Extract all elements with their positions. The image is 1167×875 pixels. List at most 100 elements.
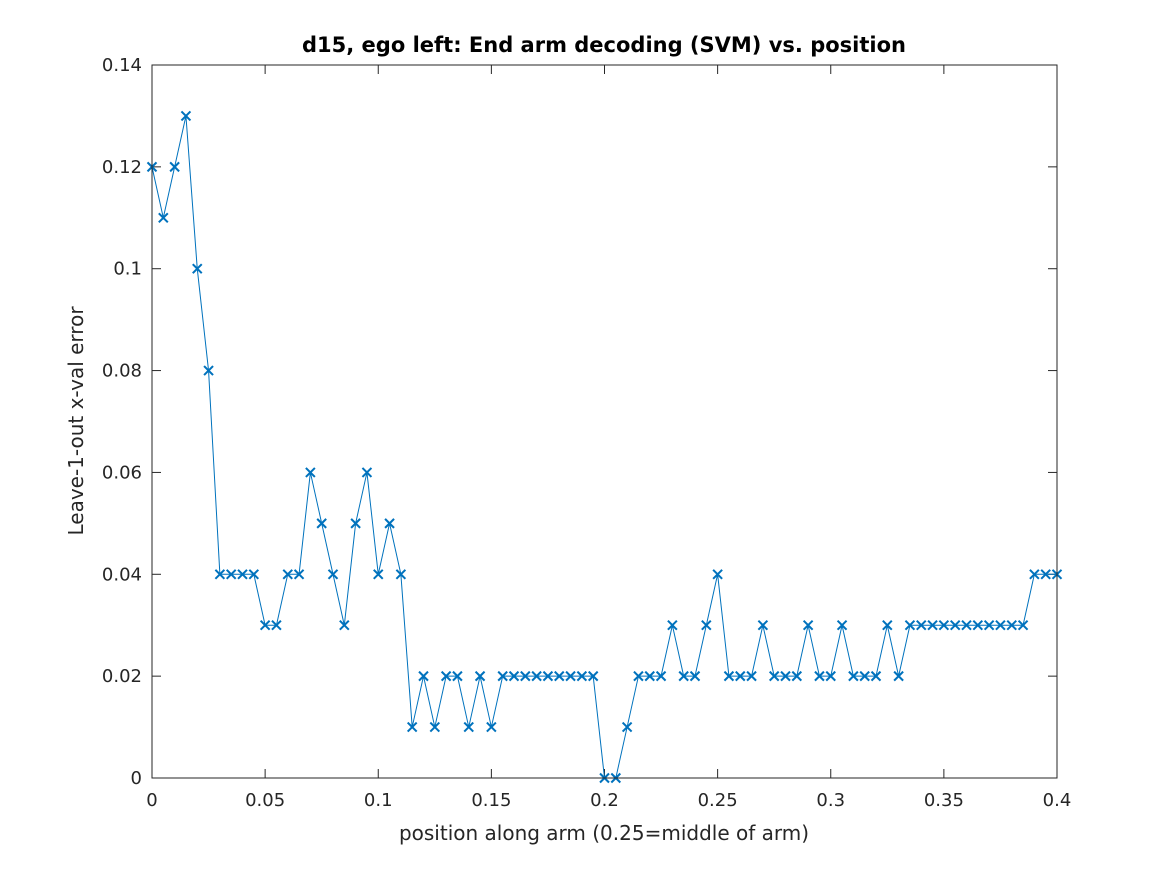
y-axis-label: Leave-1-out x-val error (64, 306, 88, 536)
data-point (327, 569, 339, 580)
y-tick-labels: 0 0.02 0.04 0.06 0.08 0.1 0.12 0.14 (102, 55, 142, 789)
data-point (463, 721, 474, 733)
data-point (248, 569, 260, 580)
data-point (429, 721, 441, 733)
data-point (373, 569, 384, 580)
data-point (678, 670, 689, 682)
x-tick-label: 0.35 (924, 790, 964, 811)
data-point (995, 620, 1006, 631)
data-point (316, 518, 327, 529)
x-axis-label: position along arm (0.25=middle of arm) (399, 821, 809, 845)
data-point (655, 670, 667, 682)
data-point (531, 670, 542, 682)
data-point (1040, 569, 1051, 580)
data-point (1017, 620, 1029, 631)
data-point (621, 721, 633, 733)
data-point (961, 620, 972, 631)
data-point (225, 569, 237, 580)
data-point (1029, 569, 1040, 580)
data-point (768, 670, 780, 682)
data-point (158, 212, 169, 223)
data-point (904, 620, 916, 631)
data-point (169, 161, 180, 173)
data-point (259, 620, 271, 631)
y-tick-label: 0.04 (102, 564, 142, 585)
data-point (701, 620, 712, 631)
data-point (305, 467, 316, 478)
data-point (395, 569, 407, 580)
data-point (271, 620, 282, 631)
data-point (576, 670, 588, 682)
data-point (893, 670, 904, 682)
data-point (542, 670, 554, 682)
data-point (916, 620, 927, 631)
data-point (735, 670, 746, 682)
data-point (282, 569, 293, 580)
data-point (474, 670, 486, 682)
data-point (440, 670, 452, 682)
data-point (848, 670, 859, 682)
series-markers (146, 110, 1063, 784)
data-point (554, 670, 565, 682)
data-point (870, 670, 882, 682)
y-tick-label: 0.1 (113, 259, 142, 280)
data-point (214, 569, 226, 580)
data-point (293, 569, 305, 580)
y-tick-label: 0 (131, 768, 142, 789)
x-tick-label: 0.4 (1043, 790, 1072, 811)
data-point (983, 620, 995, 631)
y-tick-label: 0.02 (102, 666, 142, 687)
data-point (644, 670, 655, 682)
data-point (825, 670, 836, 682)
data-point (418, 670, 429, 682)
data-point (587, 670, 599, 682)
data-point (791, 670, 803, 682)
data-point (814, 670, 825, 682)
y-tick-label: 0.08 (102, 361, 142, 382)
y-tick-label: 0.12 (102, 157, 142, 178)
x-tick-label: 0.25 (698, 790, 738, 811)
x-tick-labels: 0 0.05 0.1 0.15 0.2 0.25 0.3 0.35 0.4 (146, 790, 1071, 811)
y-tick-label: 0.14 (102, 55, 142, 76)
data-point (667, 620, 678, 631)
data-point (780, 670, 791, 682)
x-tick-label: 0.2 (590, 790, 619, 811)
x-tick-label: 0.05 (245, 790, 285, 811)
x-tick-label: 0.1 (364, 790, 393, 811)
data-point (361, 467, 373, 478)
data-point (882, 620, 893, 631)
data-point (712, 569, 723, 580)
data-point (949, 620, 961, 631)
data-point (520, 670, 531, 682)
data-point (192, 263, 203, 274)
data-point (802, 620, 814, 631)
data-point (237, 569, 248, 580)
data-point (633, 670, 644, 682)
x-tick-label: 0.15 (471, 790, 511, 811)
data-point (508, 670, 520, 682)
data-point (746, 670, 757, 682)
data-point (927, 620, 938, 631)
axes-box (151, 64, 1058, 779)
x-tick-label: 0 (146, 790, 157, 811)
data-point (180, 110, 192, 122)
data-point (689, 670, 701, 682)
data-point (1006, 620, 1017, 631)
data-point (203, 365, 214, 376)
y-tick-label: 0.06 (102, 462, 142, 483)
data-point (836, 620, 848, 631)
x-tick-label: 0.3 (816, 790, 845, 811)
data-point (497, 670, 508, 682)
data-point (384, 518, 395, 529)
data-point (406, 721, 418, 733)
data-point (565, 670, 576, 682)
data-point (339, 620, 350, 631)
data-point (350, 518, 361, 529)
data-point (972, 620, 984, 631)
data-point (452, 670, 463, 682)
chart-title: d15, ego left: End arm decoding (SVM) vs… (302, 33, 906, 57)
data-point (723, 670, 735, 682)
data-point (757, 620, 769, 631)
data-point (859, 670, 870, 682)
